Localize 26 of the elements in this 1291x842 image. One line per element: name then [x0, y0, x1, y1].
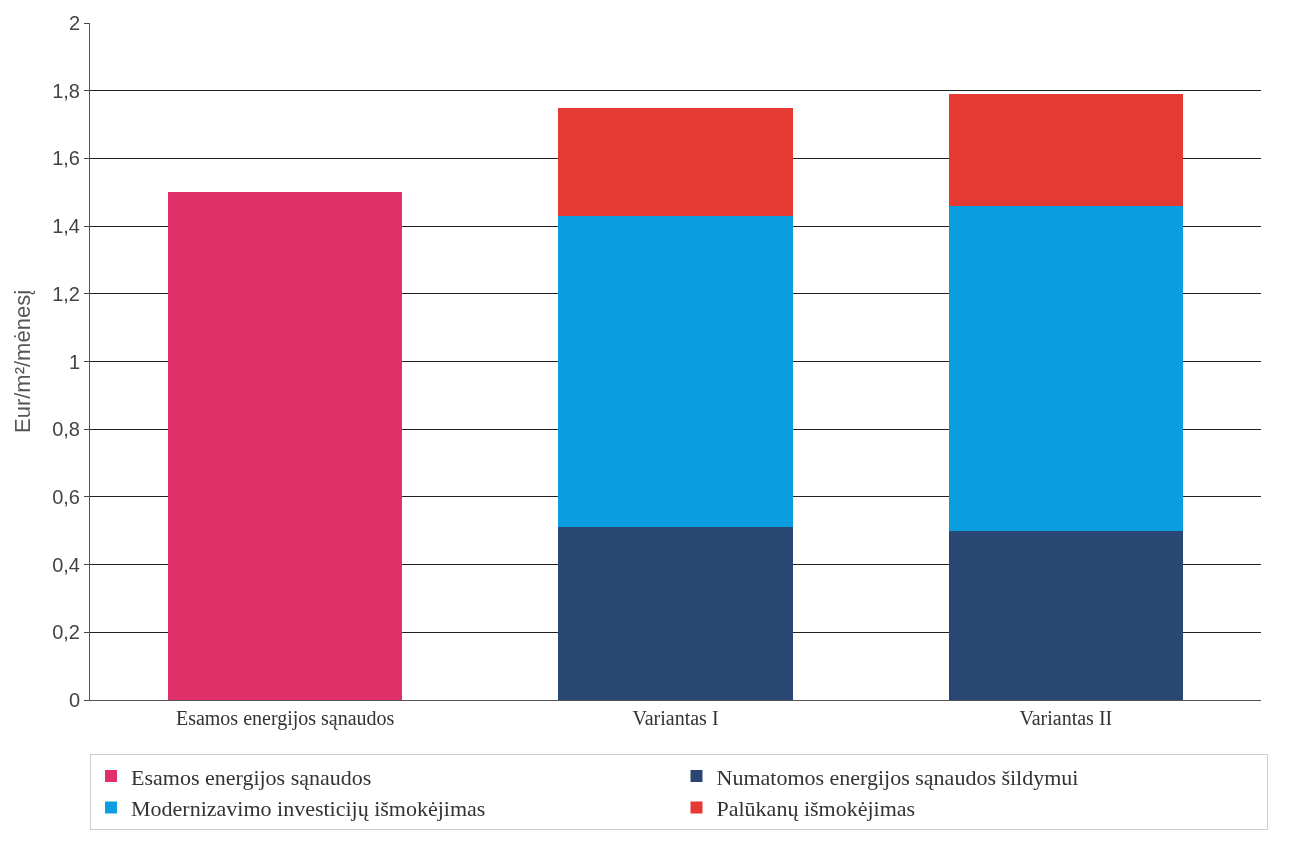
y-tick-label: 0,6: [52, 485, 80, 508]
x-tick-label: Esamos energijos sąnaudos: [175, 707, 395, 730]
bar: [558, 215, 793, 528]
y-tick-label: 1,8: [52, 79, 80, 102]
y-tick-label: 1,4: [52, 215, 80, 238]
bar: [948, 205, 1183, 531]
y-tick-label: 0,4: [52, 553, 80, 576]
y-tick-label: 0,2: [52, 621, 80, 644]
y-tick-label: 1: [68, 350, 80, 373]
x-tick-label: Variantas II: [1019, 707, 1113, 729]
legend-label: Numatomos energijos sąnaudos šildymui: [716, 764, 1079, 790]
bar: [558, 107, 793, 216]
x-tick-label: Variantas I: [632, 707, 719, 729]
y-tick-label: 2: [68, 12, 80, 34]
y-tick-label: 1,2: [52, 282, 80, 305]
legend-label: Esamos energijos sąnaudos: [131, 764, 372, 790]
y-axis-title: Eur/m²/mėnesį: [9, 289, 35, 434]
bar: [948, 94, 1183, 206]
legend-label: Modernizavimo investicijų išmokėjimas: [131, 796, 486, 822]
y-tick-label: 0,8: [52, 418, 80, 441]
bar: [168, 192, 403, 700]
y-tick-label: 1,6: [52, 147, 80, 170]
bar: [948, 530, 1183, 700]
legend-label: Palūkanų išmokėjimas: [716, 796, 916, 822]
y-tick-label: 0: [68, 689, 80, 711]
bar: [558, 527, 793, 700]
